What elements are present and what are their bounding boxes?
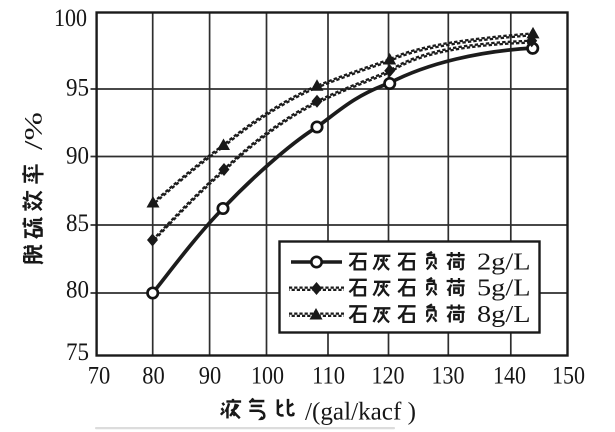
svg-text:110: 110 xyxy=(312,363,345,390)
svg-text:85: 85 xyxy=(66,210,89,237)
svg-text:70: 70 xyxy=(88,363,111,390)
svg-text:/%: /% xyxy=(21,112,48,150)
svg-text:100: 100 xyxy=(54,5,87,32)
svg-text:130: 130 xyxy=(432,363,465,390)
svg-text:80: 80 xyxy=(66,277,89,304)
svg-text:140: 140 xyxy=(493,363,526,390)
svg-text:95: 95 xyxy=(66,75,89,102)
svg-text:90: 90 xyxy=(66,143,89,170)
svg-text:120: 120 xyxy=(372,363,405,390)
svg-text:150: 150 xyxy=(552,363,585,390)
svg-text:5g/L: 5g/L xyxy=(477,276,531,302)
svg-text:80: 80 xyxy=(142,363,165,390)
svg-text:8g/L: 8g/L xyxy=(477,302,531,328)
svg-text:/(gal/kacf ): /(gal/kacf ) xyxy=(305,399,416,426)
svg-text:75: 75 xyxy=(66,339,89,366)
svg-text:100: 100 xyxy=(251,363,284,390)
svg-text:2g/L: 2g/L xyxy=(477,250,531,276)
svg-text:90: 90 xyxy=(199,363,222,390)
